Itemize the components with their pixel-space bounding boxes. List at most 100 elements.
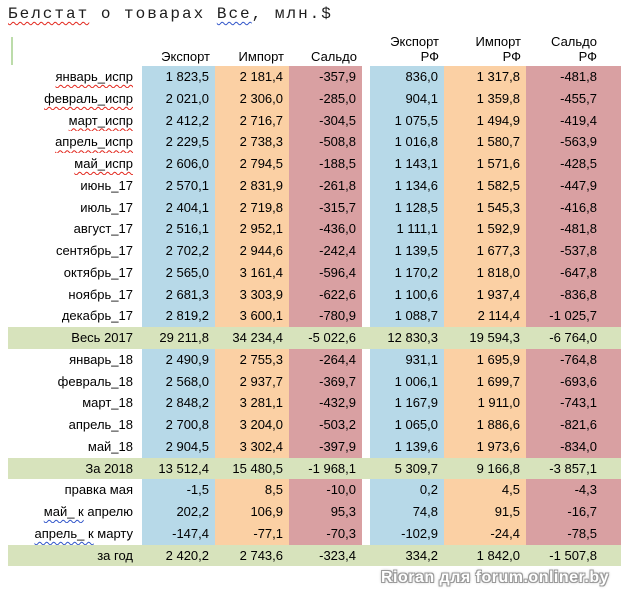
value-cell: 1 143,1 [370, 153, 444, 175]
row-spacer [0, 110, 8, 132]
value-cell: 2 937,7 [215, 370, 289, 393]
column-gap [362, 197, 370, 219]
table-header-row: Экспорт Импорт Сальдо Экспорт РФ Импорт … [0, 30, 621, 66]
value-cell: -1 507,8 [526, 544, 621, 567]
value-cell: 2 306,0 [215, 87, 289, 110]
table-row: апрель_испр 2 229,5 2 738,3 -508,8 1 016,8 1 … [0, 131, 621, 153]
value-cell: -102,9 [370, 522, 444, 545]
value-cell: -834,0 [526, 435, 621, 458]
value-cell: 9 166,8 [444, 457, 526, 480]
row-spacer [0, 371, 8, 393]
value-cell: 1 886,6 [444, 414, 526, 436]
table-row: ноябрь_17 2 681,3 3 303,9 -622,6 1 100,6 1 93… [0, 283, 621, 306]
value-cell: 29 211,8 [142, 327, 215, 349]
value-cell: -836,8 [526, 283, 621, 306]
value-cell: -3 857,1 [526, 457, 621, 480]
row-spacer [0, 479, 8, 501]
value-cell: -821,6 [526, 414, 621, 436]
value-cell: 106,9 [215, 501, 289, 523]
value-cell: 19 594,3 [444, 327, 526, 349]
value-cell: -1,5 [142, 479, 215, 501]
value-cell: -428,5 [526, 153, 621, 175]
row-label-text: апрель_18 [68, 417, 133, 432]
row-label-text: марту [93, 525, 133, 541]
value-cell: 3 302,4 [215, 435, 289, 458]
value-cell: 4,5 [444, 479, 526, 501]
value-cell: 1 592,9 [444, 218, 526, 240]
value-cell: -508,8 [289, 131, 362, 153]
value-cell: -315,7 [289, 196, 362, 219]
value-cell: -24,4 [444, 522, 526, 545]
row-label-text: январь_испр [55, 69, 133, 84]
row-spacer [0, 414, 8, 436]
value-cell: 1 065,0 [370, 414, 444, 436]
title-word-vse: Все [216, 5, 252, 23]
value-cell: 15 480,5 [215, 457, 289, 480]
row-spacer [0, 175, 8, 197]
value-cell: 2 819,2 [142, 305, 215, 327]
table-row: за год 2 420,2 2 743,6 -323,4 334,2 1 842,0 -1… [0, 544, 621, 567]
value-cell: 202,2 [142, 501, 215, 523]
row-spacer [0, 88, 8, 110]
column-gap [362, 327, 370, 349]
value-cell: 2 404,1 [142, 196, 215, 219]
value-cell: 3 303,9 [215, 283, 289, 306]
row-spacer [0, 545, 8, 567]
column-header-import-rf: Импорт РФ [475, 34, 521, 64]
value-cell: 2 904,5 [142, 435, 215, 458]
value-cell: 1 170,2 [370, 261, 444, 284]
value-cell: 2 719,8 [215, 196, 289, 219]
row-spacer [0, 436, 8, 458]
row-label: май_ к апрелю [8, 501, 142, 523]
value-cell: 3 600,1 [215, 305, 289, 327]
column-header-import: Импорт [238, 49, 284, 64]
row-label-text: июль_17 [80, 199, 133, 215]
value-cell: -764,8 [526, 348, 621, 371]
value-cell: 1 699,7 [444, 370, 526, 393]
value-cell: 1 167,9 [370, 392, 444, 414]
row-label-text: май_испр [74, 156, 133, 171]
value-cell: -419,4 [526, 109, 621, 132]
column-header-export-rf: Экспорт РФ [390, 34, 439, 64]
cell-margin-marker [11, 37, 13, 65]
value-cell: -78,5 [526, 522, 621, 545]
value-cell: 2 738,3 [215, 131, 289, 153]
value-cell: 2 021,0 [142, 87, 215, 110]
value-cell: 1 006,1 [370, 370, 444, 393]
value-cell: -242,4 [289, 240, 362, 262]
row-label-text: За 2018 [85, 460, 133, 476]
column-gap [362, 175, 370, 197]
value-cell: 2 570,1 [142, 174, 215, 197]
value-cell: 12 830,3 [370, 327, 444, 349]
table-row: март_18 2 848,2 3 281,1 -432,9 1 167,9 1 911,… [0, 392, 621, 414]
value-cell: 91,5 [444, 501, 526, 523]
row-label: апрель_испр [8, 131, 142, 153]
table-row: октябрь_17 2 565,0 3 161,4 -596,4 1 170,2 1 8… [0, 261, 621, 284]
row-spacer [0, 66, 8, 88]
table-body: январь_испр 1 823,5 2 181,4 -357,9 836,0 1 31… [0, 66, 621, 567]
table-row: апрель_ к марту -147,4 -77,1 -70,3 -102,9 -24… [0, 522, 621, 545]
row-spacer [0, 284, 8, 306]
row-label: июнь_17 [8, 175, 142, 197]
row-label-text: май_18 [87, 438, 133, 454]
row-label-text: февраль_18 [57, 373, 133, 389]
value-cell: -503,2 [289, 414, 362, 436]
value-cell: -304,5 [289, 109, 362, 132]
row-label: За 2018 [8, 457, 142, 480]
value-cell: 1 973,6 [444, 435, 526, 458]
row-label-text: ноябрь_17 [68, 286, 133, 302]
table-row: январь_испр 1 823,5 2 181,4 -357,9 836,0 1 31… [0, 66, 621, 88]
table-row: март_испр 2 412,2 2 716,7 -304,5 1 075,5 1 49… [0, 109, 621, 132]
value-cell: 13 512,4 [142, 457, 215, 480]
value-cell: 2 568,0 [142, 370, 215, 393]
row-label-text: за год [97, 547, 133, 563]
value-cell: 2 565,0 [142, 261, 215, 284]
value-cell: -357,9 [289, 66, 362, 88]
table-row: июнь_17 2 570,1 2 831,9 -261,8 1 134,6 1 582,… [0, 174, 621, 197]
row-spacer [0, 523, 8, 545]
value-cell: 2 794,5 [215, 153, 289, 175]
value-cell: -647,8 [526, 261, 621, 284]
value-cell: -596,4 [289, 261, 362, 284]
row-label: июль_17 [8, 197, 142, 219]
